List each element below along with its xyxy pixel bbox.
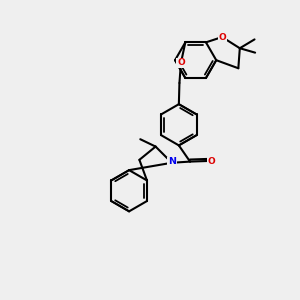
Text: O: O [207,157,215,166]
Text: O: O [177,58,185,68]
Text: N: N [168,158,176,166]
Text: O: O [218,32,226,41]
